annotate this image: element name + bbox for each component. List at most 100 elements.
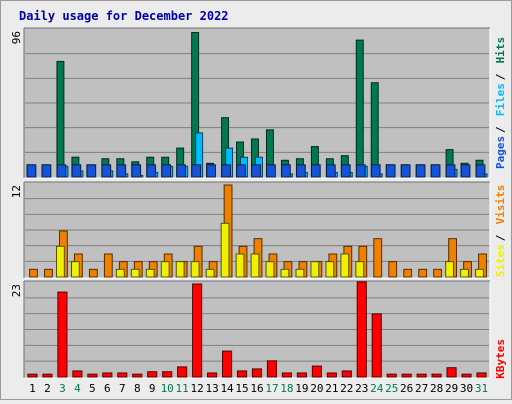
bar-visits-day-1 [29, 268, 38, 278]
bar-pages-day-14 [221, 164, 231, 178]
panel-requests: 96 Pages / Files / Hits [10, 27, 507, 179]
x-tick-day-29: 29 [445, 382, 458, 395]
bar-sites-day-31 [475, 268, 484, 278]
x-tick-day-27: 27 [415, 382, 428, 395]
bar-visits-day-6 [103, 253, 113, 278]
bar-kbytes-day-7 [117, 372, 128, 378]
bar-sites-day-14 [220, 222, 230, 278]
bar-pages-day-8 [131, 164, 142, 178]
x-tick-day-14: 14 [220, 382, 234, 395]
bar-visits-day-26 [403, 268, 413, 278]
bar-visits-day-25 [388, 261, 398, 278]
x-tick-day-11: 11 [176, 382, 189, 395]
bar-pages-day-28 [430, 164, 441, 178]
bar-hits-day-24 [370, 82, 379, 178]
bar-pages-day-19 [296, 164, 306, 178]
bar-pages-day-22 [340, 164, 351, 178]
bar-sites-day-18 [280, 268, 290, 278]
x-tick-day-24: 24 [370, 382, 384, 395]
bar-pages-day-24 [370, 164, 381, 178]
bar-kbytes-day-31 [476, 372, 487, 378]
bar-kbytes-day-19 [296, 372, 307, 378]
bar-sites-day-9 [145, 268, 155, 278]
bar-sites-day-11 [175, 261, 185, 278]
bar-kbytes-day-21 [326, 372, 337, 378]
x-tick-day-20: 20 [310, 382, 323, 395]
bar-kbytes-day-5 [87, 373, 98, 378]
legend-visitors: Sites / Visits [494, 185, 507, 278]
bar-pages-day-12 [191, 164, 201, 178]
legend-requests: Pages / Files / Hits [494, 37, 507, 169]
x-tick-day-28: 28 [430, 382, 443, 395]
bar-sites-day-23 [355, 261, 365, 278]
bar-sites-day-22 [340, 253, 350, 278]
x-tick-day-26: 26 [400, 382, 413, 395]
bar-visits-day-24 [373, 238, 383, 278]
y-max-label: 23 [10, 284, 23, 297]
bar-pages-day-4 [71, 164, 82, 178]
bar-sites-day-29 [445, 261, 454, 278]
x-tick-day-18: 18 [280, 382, 293, 395]
bar-sites-day-20 [310, 261, 320, 278]
bar-kbytes-day-9 [147, 371, 158, 378]
bar-kbytes-day-27 [416, 373, 427, 378]
x-tick-day-6: 6 [104, 382, 111, 395]
bar-sites-day-3 [56, 245, 65, 278]
x-tick-day-13: 13 [205, 382, 218, 395]
bar-pages-day-15 [236, 164, 246, 178]
bar-kbytes-day-2 [42, 373, 53, 378]
bar-sites-day-17 [265, 261, 275, 278]
bar-pages-day-18 [281, 164, 291, 178]
bar-pages-day-23 [355, 164, 366, 178]
bar-pages-day-16 [251, 164, 261, 178]
bar-pages-day-25 [385, 164, 396, 178]
bar-kbytes-day-26 [401, 373, 412, 378]
bar-kbytes-day-15 [236, 370, 248, 378]
bar-sites-day-30 [460, 268, 469, 278]
x-tick-day-10: 10 [161, 382, 174, 395]
bar-kbytes-day-13 [207, 372, 218, 378]
legend-files: Files [494, 83, 507, 116]
bar-kbytes-day-24 [371, 313, 382, 378]
x-tick-day-22: 22 [340, 382, 353, 395]
bar-kbytes-day-23 [356, 281, 367, 378]
x-tick-day-4: 4 [74, 382, 81, 395]
x-tick-day-7: 7 [119, 382, 126, 395]
bar-pages-day-1 [26, 164, 37, 178]
bar-kbytes-day-30 [461, 373, 472, 378]
bar-pages-day-29 [445, 164, 456, 178]
bar-pages-day-21 [325, 164, 336, 178]
x-tick-day-1: 1 [29, 382, 36, 395]
x-tick-day-31: 31 [475, 382, 488, 395]
bar-kbytes-day-6 [102, 372, 113, 378]
bar-kbytes-day-14 [222, 350, 233, 378]
bar-pages-day-6 [101, 164, 112, 178]
bar-pages-day-3 [56, 164, 67, 178]
bar-kbytes-day-16 [251, 368, 263, 378]
legend-separator: / [494, 234, 507, 241]
bar-kbytes-day-12 [192, 283, 203, 378]
bar-kbytes-day-11 [177, 366, 188, 378]
x-tick-day-12: 12 [191, 382, 204, 395]
bar-sites-day-19 [295, 268, 305, 278]
bar-visits-day-5 [88, 268, 98, 278]
x-tick-day-21: 21 [325, 382, 338, 395]
bar-kbytes-day-1 [27, 373, 38, 378]
bar-pages-day-5 [86, 164, 97, 178]
bar-sites-day-10 [160, 261, 170, 278]
bar-pages-day-27 [415, 164, 426, 178]
bar-sites-day-16 [250, 253, 260, 278]
legend-hits: Hits [494, 37, 507, 64]
bar-pages-day-31 [475, 164, 486, 178]
x-tick-day-30: 30 [460, 382, 473, 395]
legend-volume: KBytes [494, 339, 507, 379]
x-tick-day-5: 5 [89, 382, 96, 395]
bar-kbytes-day-10 [162, 371, 173, 378]
bar-hits-day-23 [355, 39, 364, 178]
x-tick-day-25: 25 [385, 382, 398, 395]
bar-sites-day-13 [205, 268, 215, 278]
bar-kbytes-day-25 [386, 373, 397, 378]
legend-kbytes: KBytes [494, 339, 507, 379]
legend-sites: Sites [494, 244, 507, 277]
